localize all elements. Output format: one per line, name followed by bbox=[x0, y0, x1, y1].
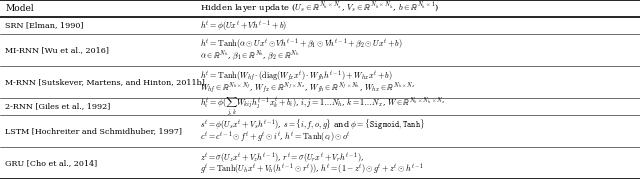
Text: GRU [Cho et al., 2014]: GRU [Cho et al., 2014] bbox=[5, 159, 97, 167]
Text: $h^t_i = \phi(\sum_{j,k} W_{kij} h^{t-1}_j x^t_k + b_i)$, $i,j = 1\ldots N_h$, $: $h^t_i = \phi(\sum_{j,k} W_{kij} h^{t-1}… bbox=[200, 95, 445, 118]
Text: LSTM [Hochreiter and Schmidhuber, 1997]: LSTM [Hochreiter and Schmidhuber, 1997] bbox=[5, 127, 182, 135]
Text: Model: Model bbox=[5, 4, 34, 13]
Text: MI-RNN [Wu et al., 2016]: MI-RNN [Wu et al., 2016] bbox=[5, 46, 109, 54]
Text: $\alpha \in \mathbb{R}^{N_h}$, $\beta_1 \in \mathbb{R}^{N_h}$, $\beta_2 \in \mat: $\alpha \in \mathbb{R}^{N_h}$, $\beta_1 … bbox=[200, 48, 300, 62]
Text: M-RNN [Sutskever, Martens, and Hinton, 2011b]: M-RNN [Sutskever, Martens, and Hinton, 2… bbox=[5, 78, 205, 86]
Text: Hidden layer update ($U_s \in \mathbb{R}^{N_h\times N_x}$, $V_s \in \mathbb{R}^{: Hidden layer update ($U_s \in \mathbb{R}… bbox=[200, 1, 440, 16]
Text: $W_{hf} \in \mathbb{R}^{N_h\times N_f}$, $W_{fx} \in \mathbb{R}^{N_f\times N_x}$: $W_{hf} \in \mathbb{R}^{N_h\times N_f}$,… bbox=[200, 80, 416, 95]
Text: $z^t = \sigma(U_z x^t + V_z h^{t-1})$, $r^t = \sigma(U_r x^t + V_r h^{t-1})$,: $z^t = \sigma(U_z x^t + V_z h^{t-1})$, $… bbox=[200, 150, 364, 165]
Text: $h^t = \phi(Ux^t + Vh^{t-1} + b)$: $h^t = \phi(Ux^t + Vh^{t-1} + b)$ bbox=[200, 18, 287, 33]
Text: SRN [Elman, 1990]: SRN [Elman, 1990] bbox=[5, 21, 84, 29]
Text: $g^t = \mathrm{Tanh}(U_h x^t + V_h(h^{t-1} \odot r^t))$, $h^t = (1-z^t) \odot g^: $g^t = \mathrm{Tanh}(U_h x^t + V_h(h^{t-… bbox=[200, 161, 424, 176]
Text: 2-RNN [Giles et al., 1992]: 2-RNN [Giles et al., 1992] bbox=[5, 102, 111, 110]
Text: $s^t = \phi(U_s x^t + V_s h^{t-1})$, $s = \{i, f, o, g\}$ and $\phi = \{\mathtt{: $s^t = \phi(U_s x^t + V_s h^{t-1})$, $s … bbox=[200, 118, 426, 132]
Text: $c^t = c^{t-1} \odot f^t + g^t \odot i^t$, $h^t = \mathrm{Tanh}(c_t) \odot o^t$: $c^t = c^{t-1} \odot f^t + g^t \odot i^t… bbox=[200, 129, 351, 144]
Text: $h^t = \mathrm{Tanh}(W_{hf} \cdot (\mathrm{diag}(W_{fx}x^t) \cdot W_{fh}h^{t-1}): $h^t = \mathrm{Tanh}(W_{hf} \cdot (\math… bbox=[200, 69, 393, 83]
Text: $h^t = \mathrm{Tanh}(\alpha \odot Ux^t \odot Vh^{t-1} + \beta_1 \odot Vh^{t-1} +: $h^t = \mathrm{Tanh}(\alpha \odot Ux^t \… bbox=[200, 37, 403, 51]
